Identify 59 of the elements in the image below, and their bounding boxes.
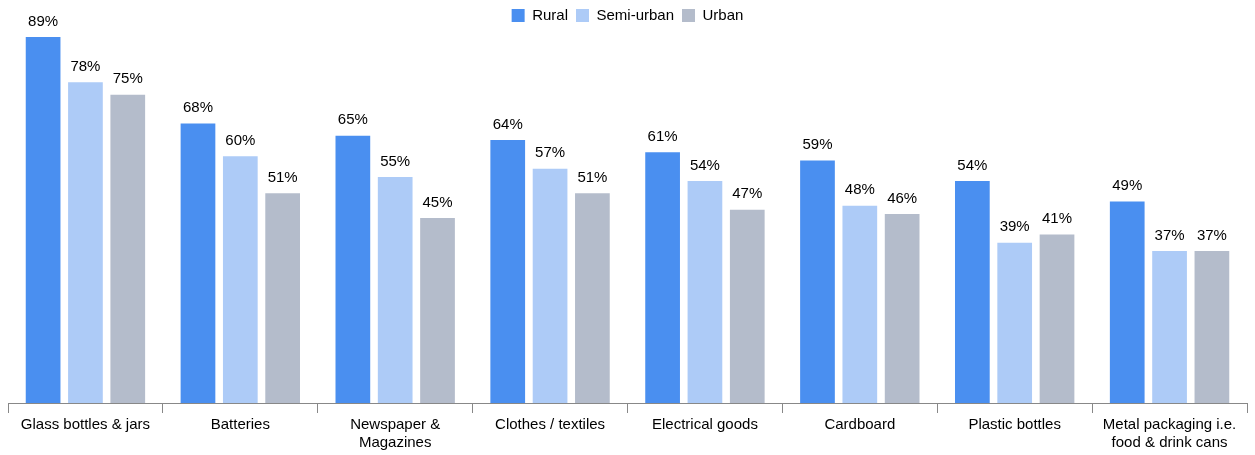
x-tick-label: Glass bottles & jars: [20, 415, 151, 433]
bar: [842, 205, 878, 403]
x-tick-label: Clothes / textiles: [495, 415, 606, 433]
bar: [1039, 234, 1075, 403]
data-label: 49%: [1112, 176, 1143, 194]
data-label: 68%: [182, 98, 213, 116]
data-label: 55%: [380, 151, 411, 169]
data-label: 54%: [957, 155, 988, 173]
data-label: 89%: [28, 11, 59, 29]
bar: [575, 193, 610, 403]
bar: [955, 181, 990, 403]
bar: [687, 181, 723, 403]
bar: [532, 168, 568, 403]
bar: [180, 123, 216, 403]
data-label: 51%: [577, 167, 608, 185]
x-tick-label: Plastic bottles: [968, 415, 1061, 433]
bar: [729, 209, 765, 403]
bar: [222, 156, 258, 403]
data-label: 78%: [70, 56, 101, 74]
legend-label: Urban: [702, 5, 744, 23]
data-label: 51%: [267, 167, 298, 185]
bar: [997, 242, 1033, 403]
bar: [490, 139, 526, 403]
data-label: 46%: [887, 188, 918, 206]
data-label: 37%: [1154, 225, 1185, 243]
data-label: 60%: [225, 130, 256, 148]
data-label: 75%: [112, 69, 143, 87]
data-label: 41%: [1042, 209, 1073, 227]
bar: [377, 176, 413, 403]
bar: [1152, 250, 1187, 403]
x-tick-label: Electrical goods: [651, 415, 758, 433]
legend-label: Rural: [532, 5, 568, 23]
data-label: 48%: [844, 180, 875, 198]
data-label: 61%: [647, 126, 678, 144]
bar: [1194, 250, 1230, 403]
x-tick-label: Cardboard: [824, 415, 896, 433]
data-label: 47%: [732, 184, 763, 202]
bar: [68, 82, 103, 403]
bar: [110, 94, 146, 403]
data-label: 37%: [1196, 225, 1227, 243]
bar: [800, 160, 835, 403]
data-label: 57%: [535, 143, 566, 161]
legend-label: Semi-urban: [596, 5, 675, 23]
data-label: 39%: [999, 217, 1030, 235]
bar: [335, 135, 371, 403]
data-label: 59%: [802, 135, 833, 153]
x-tick-label: Batteries: [210, 415, 270, 433]
x-tick-label: Metal packaging i.e. food & drink cans: [1102, 415, 1237, 451]
bar: [1109, 201, 1145, 403]
data-label: 65%: [337, 110, 368, 128]
data-label: 54%: [689, 155, 720, 173]
bar: [645, 152, 680, 403]
data-label: 64%: [492, 114, 523, 132]
bar: [25, 37, 61, 403]
bar: [265, 193, 300, 403]
bar: [420, 218, 455, 403]
data-label: 45%: [422, 192, 453, 210]
bar: [884, 213, 920, 403]
x-tick-label: Newspaper & Magazines: [350, 415, 441, 451]
